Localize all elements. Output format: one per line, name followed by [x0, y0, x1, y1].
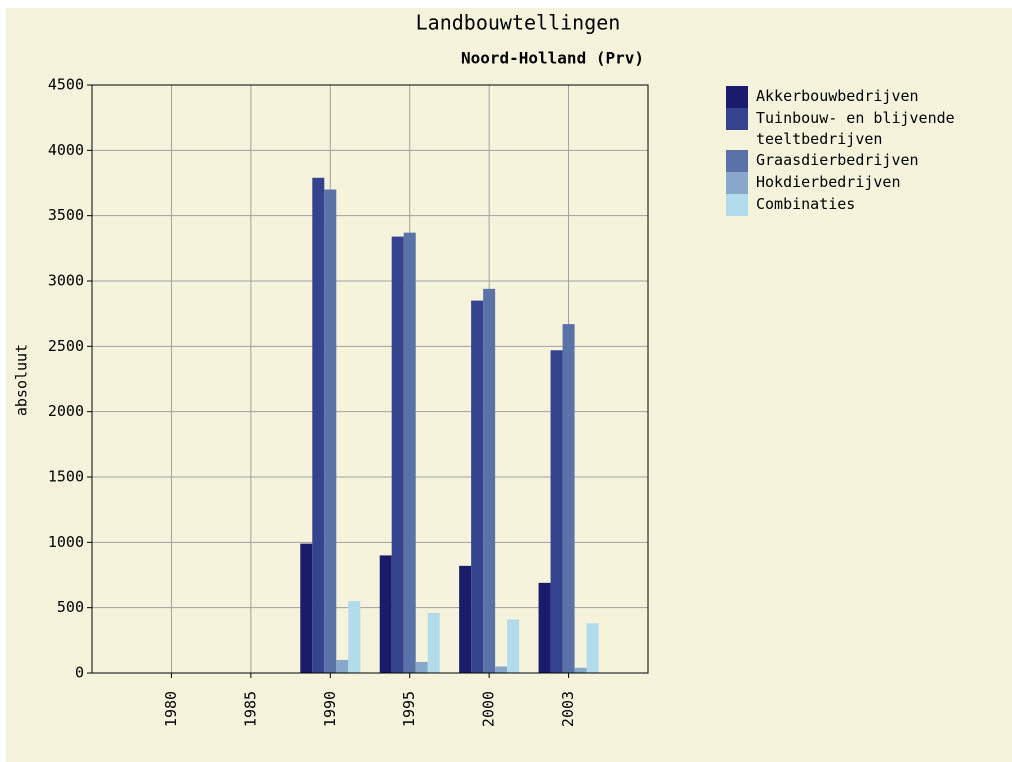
bar	[348, 601, 361, 673]
x-tick-label: 2003	[559, 691, 577, 727]
legend-label: Graasdierbedrijven	[756, 151, 919, 169]
bar	[427, 612, 440, 673]
x-tick-label: 1980	[162, 691, 180, 727]
y-tick-label: 4000	[48, 141, 84, 159]
legend-swatch	[726, 108, 748, 130]
bar	[312, 177, 325, 674]
plot-frame	[91, 84, 649, 674]
chart-subtitle: Noord-Holland (Prv)	[461, 49, 644, 68]
x-tick-label: 1985	[241, 691, 259, 727]
y-tick-label: 0	[75, 664, 84, 682]
legend-label: Combinaties	[756, 195, 856, 213]
bar	[562, 324, 575, 673]
bar	[586, 623, 599, 673]
bar	[391, 236, 404, 673]
bar	[471, 300, 484, 673]
legend-item: Hokdierbedrijven	[726, 172, 1012, 194]
bar	[379, 555, 392, 673]
bar	[300, 543, 313, 673]
bar	[324, 189, 337, 674]
bar	[483, 288, 496, 673]
bar	[507, 619, 520, 673]
y-tick-label: 2000	[48, 402, 84, 420]
y-tick-label: 3500	[48, 206, 84, 224]
legend-item: Tuinbouw- en blijvende teeltbedrijven	[726, 108, 1012, 150]
legend-item: Combinaties	[726, 194, 1012, 216]
legend-item: Akkerbouwbedrijven	[726, 86, 1012, 108]
bar	[574, 667, 587, 673]
bar	[538, 582, 551, 673]
legend: Akkerbouwbedrijven Tuinbouw- en blijvende…	[726, 86, 1012, 216]
bar	[495, 666, 508, 673]
legend-label: Akkerbouwbedrijven	[756, 87, 919, 105]
y-tick-label: 2500	[48, 337, 84, 355]
y-tick-label: 4500	[48, 76, 84, 94]
legend-swatch	[726, 172, 748, 194]
y-tick-label: 500	[57, 598, 84, 616]
x-tick-label: 2000	[480, 691, 498, 727]
bar	[459, 565, 472, 673]
bar	[550, 350, 563, 673]
y-tick-label: 1000	[48, 533, 84, 551]
legend-swatch	[726, 86, 748, 108]
x-tick-label: 1995	[400, 691, 418, 727]
bar	[403, 232, 416, 674]
legend-label: Tuinbouw- en blijvende teeltbedrijven	[756, 109, 955, 148]
y-axis-label: absoluut	[13, 344, 31, 416]
y-tick-label: 3000	[48, 272, 84, 290]
legend-swatch	[726, 150, 748, 172]
bar	[336, 659, 349, 673]
chart-title: Landbouwtellingen	[416, 11, 621, 35]
legend-swatch	[726, 194, 748, 216]
bar	[415, 661, 428, 673]
legend-item: Graasdierbedrijven	[726, 150, 1012, 172]
y-tick-label: 1500	[48, 468, 84, 486]
x-tick-label: 1990	[321, 691, 339, 727]
legend-label: Hokdierbedrijven	[756, 173, 901, 191]
